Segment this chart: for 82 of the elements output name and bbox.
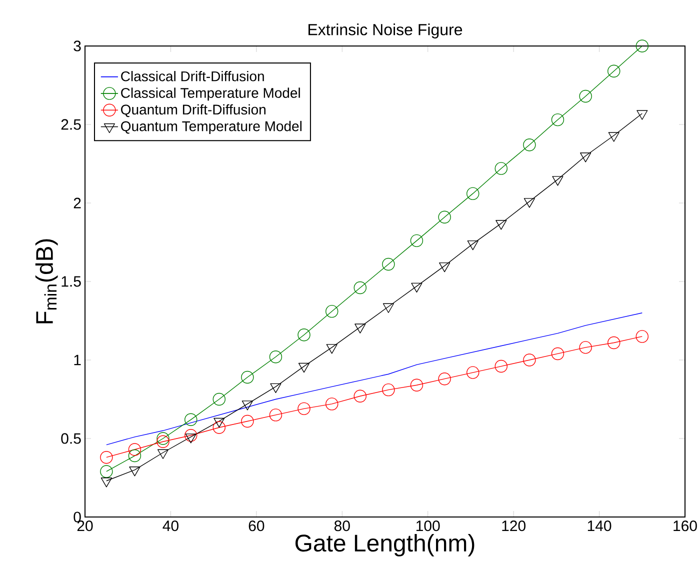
point — [100, 478, 112, 488]
point — [523, 354, 536, 366]
point — [354, 281, 366, 294]
point — [551, 347, 564, 360]
point — [523, 138, 536, 152]
point — [439, 262, 450, 272]
x-tick-label: 40 — [162, 520, 178, 532]
point — [100, 465, 113, 478]
point — [580, 152, 592, 162]
legend-label: Classical Temperature Model — [121, 88, 300, 101]
point — [382, 383, 395, 396]
point — [298, 402, 310, 416]
point — [241, 370, 254, 384]
point — [467, 240, 478, 250]
point — [242, 400, 253, 410]
point — [184, 429, 198, 442]
x-tick-label: 160 — [674, 520, 697, 532]
point — [128, 443, 142, 456]
point — [128, 449, 142, 462]
x-tick-label: 100 — [416, 520, 440, 532]
y-tick-label: 1.5 — [62, 276, 81, 287]
point — [466, 187, 480, 200]
point — [354, 390, 366, 402]
point — [241, 414, 254, 428]
x-tick-label: 80 — [334, 520, 350, 532]
point — [608, 64, 620, 78]
point — [298, 328, 310, 342]
point — [466, 366, 480, 379]
x-tick-label: 140 — [588, 520, 612, 532]
y-tick-label: 0.5 — [61, 433, 81, 444]
point — [636, 110, 648, 120]
point — [608, 132, 620, 142]
y-tick-label: 3 — [74, 40, 81, 52]
point — [636, 330, 648, 343]
legend-label: Quantum Drift-Diffusion — [121, 104, 266, 118]
point — [382, 303, 394, 313]
chart-title: Extrinsic Noise Figure — [308, 24, 462, 38]
point — [608, 336, 620, 350]
point — [636, 40, 648, 52]
point — [269, 408, 282, 422]
point — [185, 434, 196, 444]
point — [382, 258, 395, 271]
point — [494, 162, 508, 175]
point — [212, 392, 226, 406]
point — [438, 210, 451, 224]
point — [496, 220, 507, 230]
y-tick-label: 1 — [74, 354, 81, 366]
point — [298, 362, 310, 373]
point — [129, 466, 140, 476]
point — [551, 113, 564, 126]
point — [156, 432, 170, 445]
point — [100, 450, 113, 464]
x-axis-title: Gate Length(nm) — [295, 534, 474, 556]
legend-label: Quantum Temperature Model — [121, 120, 302, 134]
point — [157, 449, 169, 459]
point — [326, 398, 338, 410]
point — [410, 234, 424, 248]
point — [579, 341, 592, 354]
x-tick-label: 60 — [248, 520, 264, 532]
point — [184, 413, 198, 426]
point — [270, 383, 282, 394]
point — [524, 198, 535, 208]
point — [156, 435, 170, 448]
point — [326, 304, 338, 318]
point — [552, 176, 564, 186]
y-tick-label: 0 — [74, 512, 81, 522]
x-tick-label: 120 — [502, 520, 526, 532]
y-tick-label: 2 — [74, 198, 81, 208]
point — [410, 378, 424, 392]
point — [212, 421, 226, 434]
point — [269, 350, 282, 364]
x-tick-label: 20 — [77, 520, 93, 532]
point — [411, 282, 422, 293]
point — [354, 324, 366, 334]
point — [579, 90, 592, 103]
y-axis-title: F$_{min}$(dB) — [35, 239, 58, 324]
point — [494, 360, 508, 373]
y-tick-label: 2.5 — [61, 119, 81, 130]
point — [438, 372, 451, 386]
point — [214, 418, 225, 428]
point — [326, 344, 338, 354]
legend-label: Classical Drift-Diffusion — [121, 70, 264, 82]
